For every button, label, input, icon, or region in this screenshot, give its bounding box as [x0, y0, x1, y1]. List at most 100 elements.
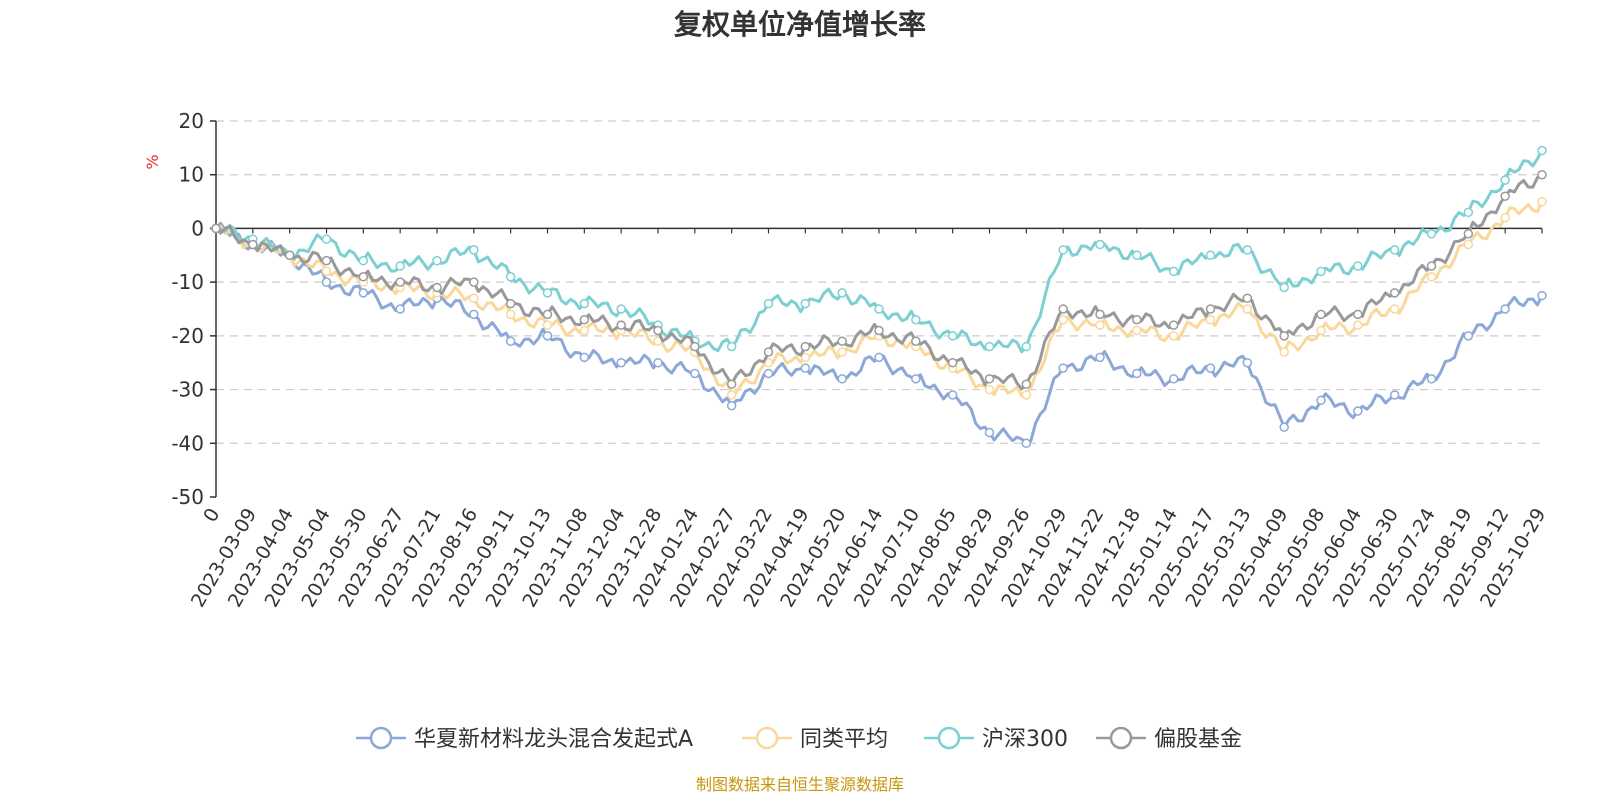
legend-item-2[interactable]: 沪深300: [924, 726, 1068, 752]
data-point[interactable]: [763, 347, 774, 357]
data-point[interactable]: [1389, 245, 1400, 255]
data-point[interactable]: [1242, 293, 1253, 304]
data-point[interactable]: [321, 255, 332, 266]
data-point[interactable]: [542, 288, 553, 298]
data-point[interactable]: [1242, 357, 1253, 368]
data-point[interactable]: [284, 250, 295, 261]
data-point[interactable]: [947, 390, 958, 400]
data-point[interactable]: [1095, 320, 1105, 330]
data-point[interactable]: [1021, 390, 1032, 400]
data-point[interactable]: [1168, 320, 1179, 330]
data-point[interactable]: [726, 400, 737, 411]
data-point[interactable]: [1389, 304, 1400, 314]
data-point[interactable]: [211, 223, 221, 234]
data-point[interactable]: [984, 374, 995, 384]
data-point[interactable]: [984, 427, 995, 438]
data-point[interactable]: [432, 255, 442, 266]
data-point[interactable]: [1058, 304, 1068, 314]
data-point[interactable]: [1500, 212, 1510, 223]
data-point[interactable]: [800, 363, 811, 373]
data-point[interactable]: [1095, 352, 1105, 363]
data-point[interactable]: [726, 390, 737, 400]
data-point[interactable]: [579, 314, 590, 325]
data-point[interactable]: [1353, 406, 1363, 416]
data-point[interactable]: [1058, 314, 1068, 325]
data-point[interactable]: [321, 234, 332, 244]
data-point[interactable]: [1279, 282, 1289, 293]
data-point[interactable]: [1132, 325, 1142, 336]
data-point[interactable]: [1168, 266, 1179, 277]
data-point[interactable]: [1463, 229, 1474, 239]
data-point[interactable]: [837, 374, 847, 384]
data-point[interactable]: [505, 336, 516, 346]
data-point[interactable]: [432, 282, 442, 293]
data-point[interactable]: [1058, 363, 1068, 373]
data-point[interactable]: [800, 352, 811, 363]
data-point[interactable]: [1537, 169, 1547, 180]
data-point[interactable]: [469, 309, 479, 320]
data-point[interactable]: [1205, 363, 1216, 373]
data-point[interactable]: [542, 331, 553, 341]
data-point[interactable]: [395, 304, 405, 314]
data-point[interactable]: [653, 357, 663, 368]
data-point[interactable]: [800, 298, 811, 309]
data-point[interactable]: [690, 341, 700, 352]
data-point[interactable]: [837, 347, 847, 357]
data-point[interactable]: [1353, 309, 1363, 320]
data-point[interactable]: [1463, 331, 1474, 341]
data-point[interactable]: [1537, 196, 1547, 207]
data-point[interactable]: [1205, 314, 1216, 325]
data-point[interactable]: [984, 384, 995, 395]
data-point[interactable]: [1500, 304, 1510, 314]
data-point[interactable]: [358, 272, 369, 282]
data-point[interactable]: [542, 320, 553, 330]
data-point[interactable]: [726, 341, 737, 352]
data-point[interactable]: [763, 368, 774, 379]
data-point[interactable]: [1058, 245, 1068, 255]
data-point[interactable]: [690, 368, 700, 379]
data-point[interactable]: [616, 320, 626, 330]
data-point[interactable]: [1463, 207, 1474, 218]
data-point[interactable]: [1279, 331, 1289, 341]
data-point[interactable]: [1021, 438, 1032, 449]
data-point[interactable]: [1095, 309, 1105, 320]
data-point[interactable]: [874, 352, 884, 363]
data-point[interactable]: [1279, 347, 1289, 357]
data-point[interactable]: [1316, 309, 1326, 320]
data-point[interactable]: [1132, 368, 1142, 379]
data-point[interactable]: [505, 298, 516, 309]
data-point[interactable]: [1205, 304, 1216, 314]
data-point[interactable]: [505, 309, 516, 320]
data-point[interactable]: [1426, 261, 1437, 271]
data-point[interactable]: [837, 336, 847, 346]
data-point[interactable]: [358, 288, 369, 298]
data-point[interactable]: [395, 261, 405, 271]
data-point[interactable]: [1168, 331, 1179, 341]
data-point[interactable]: [1168, 374, 1179, 384]
data-point[interactable]: [874, 325, 884, 336]
data-point[interactable]: [579, 325, 590, 336]
data-point[interactable]: [469, 277, 479, 287]
data-point[interactable]: [395, 277, 405, 287]
data-point[interactable]: [1353, 261, 1363, 271]
data-point[interactable]: [579, 352, 590, 363]
data-point[interactable]: [800, 341, 811, 352]
data-point[interactable]: [1426, 229, 1437, 239]
data-point[interactable]: [1353, 320, 1363, 330]
data-point[interactable]: [984, 341, 995, 352]
data-point[interactable]: [1500, 191, 1510, 201]
data-point[interactable]: [248, 239, 258, 250]
data-point[interactable]: [1389, 288, 1400, 298]
data-point[interactable]: [1242, 245, 1253, 255]
data-point[interactable]: [1426, 272, 1437, 282]
data-point[interactable]: [1095, 239, 1105, 250]
data-point[interactable]: [1279, 422, 1289, 432]
legend-item-3[interactable]: 偏股基金: [1096, 726, 1242, 752]
data-point[interactable]: [1316, 266, 1326, 277]
data-point[interactable]: [1426, 374, 1437, 384]
data-point[interactable]: [1242, 304, 1253, 314]
data-point[interactable]: [726, 379, 737, 389]
legend-item-0[interactable]: 华夏新材料龙头混合发起式A: [356, 726, 693, 752]
data-point[interactable]: [874, 304, 884, 314]
data-point[interactable]: [358, 255, 369, 266]
